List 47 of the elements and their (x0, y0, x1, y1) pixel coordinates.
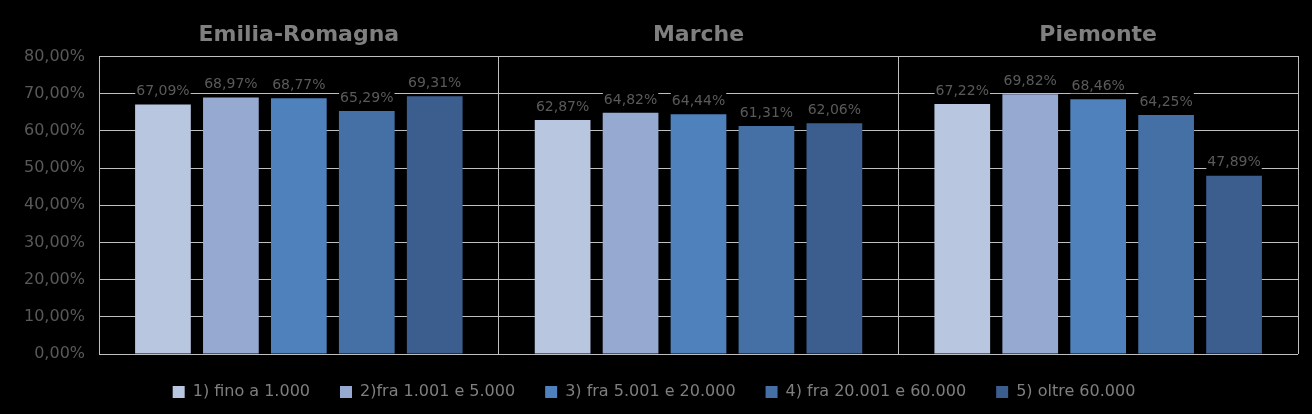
y-tick-label: 50,00% (23, 157, 86, 177)
bar (203, 97, 259, 354)
data-label: 64,82% (603, 90, 658, 107)
x-tick-label: Emilia-Romagna (198, 20, 400, 46)
y-tick-label: 30,00% (23, 231, 86, 251)
y-tick-label: 70,00% (23, 82, 86, 102)
legend-label: 5) oltre 60.000 (1016, 381, 1136, 401)
bar (670, 114, 727, 354)
y-tick-label: 40,00% (23, 194, 86, 214)
bar (338, 111, 395, 354)
data-label: 62,06% (807, 100, 862, 117)
y-tick-label: 0,00% (34, 343, 86, 363)
data-label: 68,97% (204, 75, 258, 92)
bar (270, 98, 327, 354)
data-label: 68,77% (272, 75, 326, 92)
bar (1138, 114, 1194, 354)
bar (1206, 175, 1262, 354)
data-label: 62,87% (535, 97, 590, 114)
y-tick-label: 80,00% (23, 45, 86, 65)
legend-label: 1) fino a 1.000 (192, 381, 310, 401)
data-label: 47,89% (1207, 153, 1261, 170)
data-label: 68,46% (1071, 76, 1125, 93)
bar (602, 112, 659, 354)
y-tick-label: 60,00% (23, 119, 86, 139)
bar (1070, 99, 1127, 354)
bar (934, 103, 991, 354)
data-label: 67,09% (136, 82, 190, 99)
data-label: 65,29% (340, 88, 394, 105)
data-label: 69,82% (1003, 71, 1057, 88)
y-tick-label: 20,00% (23, 268, 86, 288)
y-tick-label: 10,00% (23, 305, 86, 325)
legend-label: 2)fra 1.001 e 5.000 (359, 381, 516, 401)
bar (738, 125, 795, 354)
legend-label: 4) fra 20.001 e 60.000 (785, 381, 967, 401)
data-label: 64,44% (671, 91, 726, 108)
legend-label: 3) fra 5.001 e 20.000 (565, 381, 736, 401)
bar (534, 120, 591, 354)
x-tick-label: Piemonte (1039, 20, 1158, 46)
x-tick-label: Marche (652, 20, 745, 46)
bar (135, 104, 191, 354)
bar (406, 96, 463, 354)
data-label: 69,31% (408, 73, 462, 90)
bar (1002, 94, 1059, 354)
data-label: 61,31% (739, 103, 794, 120)
bar (806, 123, 863, 354)
data-label: 64,25% (1139, 92, 1193, 109)
data-label: 67,22% (935, 81, 989, 98)
